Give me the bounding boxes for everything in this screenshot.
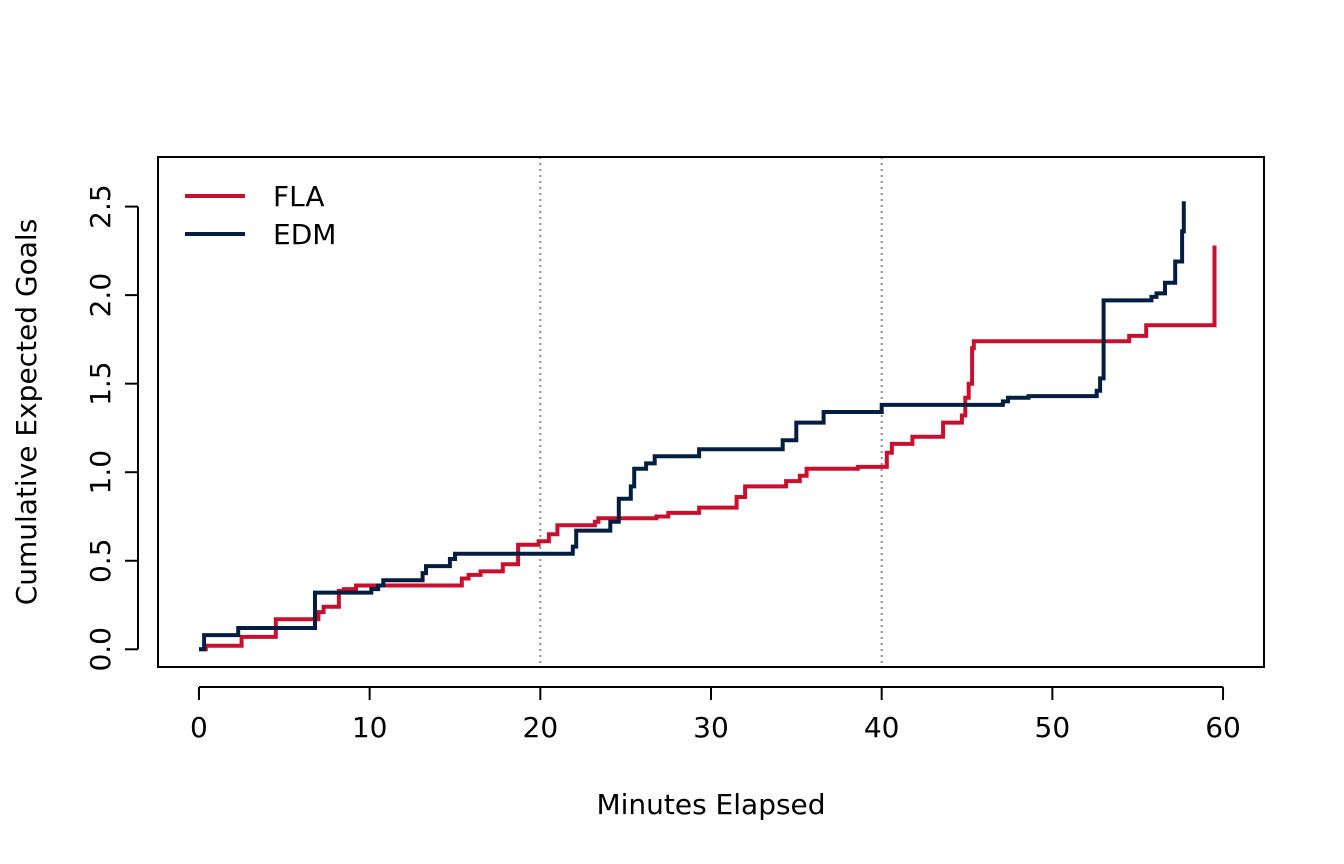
- x-axis-title: Minutes Elapsed: [596, 788, 825, 821]
- series-line-edm: [199, 201, 1186, 652]
- y-axis: 0.0 0.5 1.0 1.5 2.0 2.5: [84, 184, 139, 672]
- y-tick-label: 1.0: [84, 450, 117, 495]
- y-tick-label: 2.0: [84, 273, 117, 318]
- legend: FLA EDM: [185, 180, 336, 251]
- y-tick-label: 0.5: [84, 538, 117, 583]
- y-tick-label: 1.5: [84, 361, 117, 406]
- x-tick-label: 0: [190, 711, 208, 744]
- reference-lines: [539, 157, 883, 667]
- x-tick-label: 10: [352, 711, 388, 744]
- x-tick-label: 60: [1205, 711, 1241, 744]
- legend-label-edm: EDM: [273, 218, 336, 251]
- x-tick-label: 30: [693, 711, 729, 744]
- plot-border: [157, 156, 1265, 668]
- legend-label-fla: FLA: [273, 180, 325, 213]
- series-layer: [199, 201, 1217, 652]
- y-tick-label: 0.0: [84, 627, 117, 672]
- x-tick-label: 20: [523, 711, 559, 744]
- x-tick-label: 40: [864, 711, 900, 744]
- y-axis-title: Cumulative Expected Goals: [10, 219, 43, 606]
- y-tick-label: 2.5: [84, 184, 117, 229]
- x-axis: 0 10 20 30 40 50 60: [190, 686, 1241, 744]
- x-tick-label: 50: [1035, 711, 1071, 744]
